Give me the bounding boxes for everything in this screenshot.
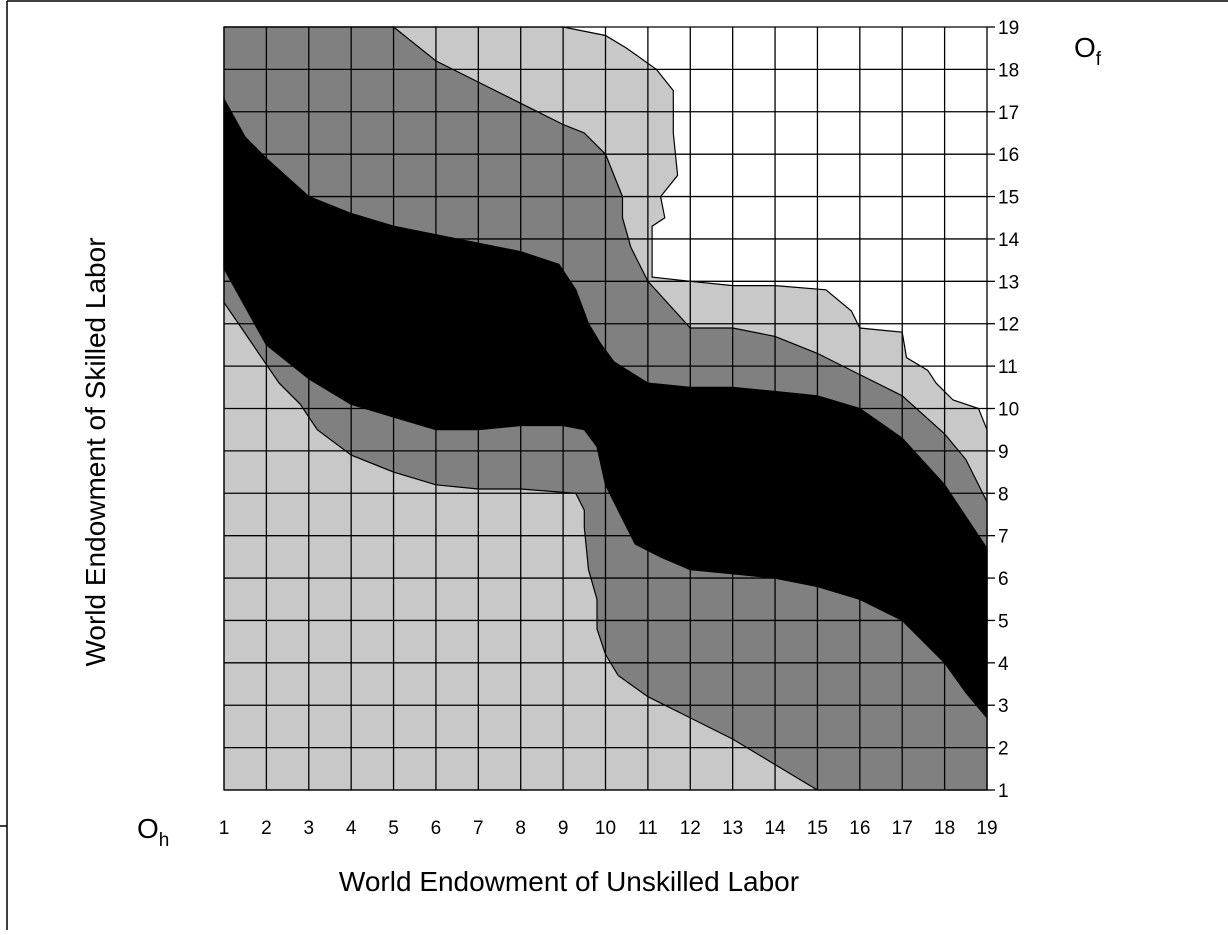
x-axis-title: World Endowment of Unskilled Labor (339, 866, 799, 897)
x-tick-label: 17 (892, 818, 913, 839)
y-tick-label: 12 (998, 315, 1019, 336)
x-tick-label: 19 (976, 818, 997, 839)
x-tick-labels: 1 2 3 4 5 6 7 8 9 10 11 12 13 14 15 16 17 18 19 (219, 818, 998, 839)
y-tick-label: 15 (998, 188, 1019, 209)
origin-foreign-base: O (1074, 32, 1096, 63)
grid-layer (223, 26, 995, 791)
x-tick-label: 16 (849, 818, 870, 839)
x-tick-label: 10 (595, 818, 616, 839)
x-tick-label: 15 (807, 818, 828, 839)
origin-foreign-sub: f (1096, 49, 1102, 70)
x-tick-label: 6 (431, 818, 442, 839)
x-tick-label: 2 (261, 818, 272, 839)
x-tick-label: 5 (388, 818, 399, 839)
y-tick-label: 4 (998, 654, 1009, 675)
y-tick-label: 16 (998, 145, 1019, 166)
x-tick-label: 1 (219, 818, 230, 839)
x-tick-label: 18 (934, 818, 955, 839)
origin-foreign-label: Of (1074, 32, 1102, 70)
origin-home-label: Oh (137, 813, 169, 851)
y-tick-label: 5 (998, 611, 1009, 632)
y-tick-label: 14 (998, 230, 1020, 251)
origin-home-base: O (137, 813, 159, 844)
y-tick-label: 19 (998, 18, 1019, 39)
y-tick-label: 8 (998, 484, 1009, 505)
y-tick-label: 10 (998, 400, 1019, 421)
x-tick-label: 12 (680, 818, 701, 839)
x-tick-label: 4 (346, 818, 357, 839)
y-tick-label: 13 (998, 272, 1019, 293)
y-tick-label: 3 (998, 696, 1009, 717)
x-tick-label: 3 (303, 818, 314, 839)
x-tick-label: 11 (638, 818, 658, 839)
y-tick-label: 1 (998, 781, 1009, 802)
y-axis-title: World Endowment of Skilled Labor (80, 237, 111, 666)
x-tick-label: 9 (558, 818, 569, 839)
y-tick-label: 7 (998, 527, 1009, 548)
x-tick-label: 13 (722, 818, 743, 839)
origin-home-sub: h (159, 830, 170, 851)
y-tick-label: 18 (998, 60, 1019, 81)
y-tick-label: 6 (998, 569, 1009, 590)
x-tick-label: 7 (473, 818, 484, 839)
y-tick-label: 9 (998, 442, 1009, 463)
x-tick-label: 14 (764, 818, 786, 839)
y-tick-label: 2 (998, 739, 1009, 760)
y-tick-label: 11 (998, 357, 1018, 378)
x-tick-label: 8 (515, 818, 526, 839)
y-tick-label: 17 (998, 103, 1019, 124)
